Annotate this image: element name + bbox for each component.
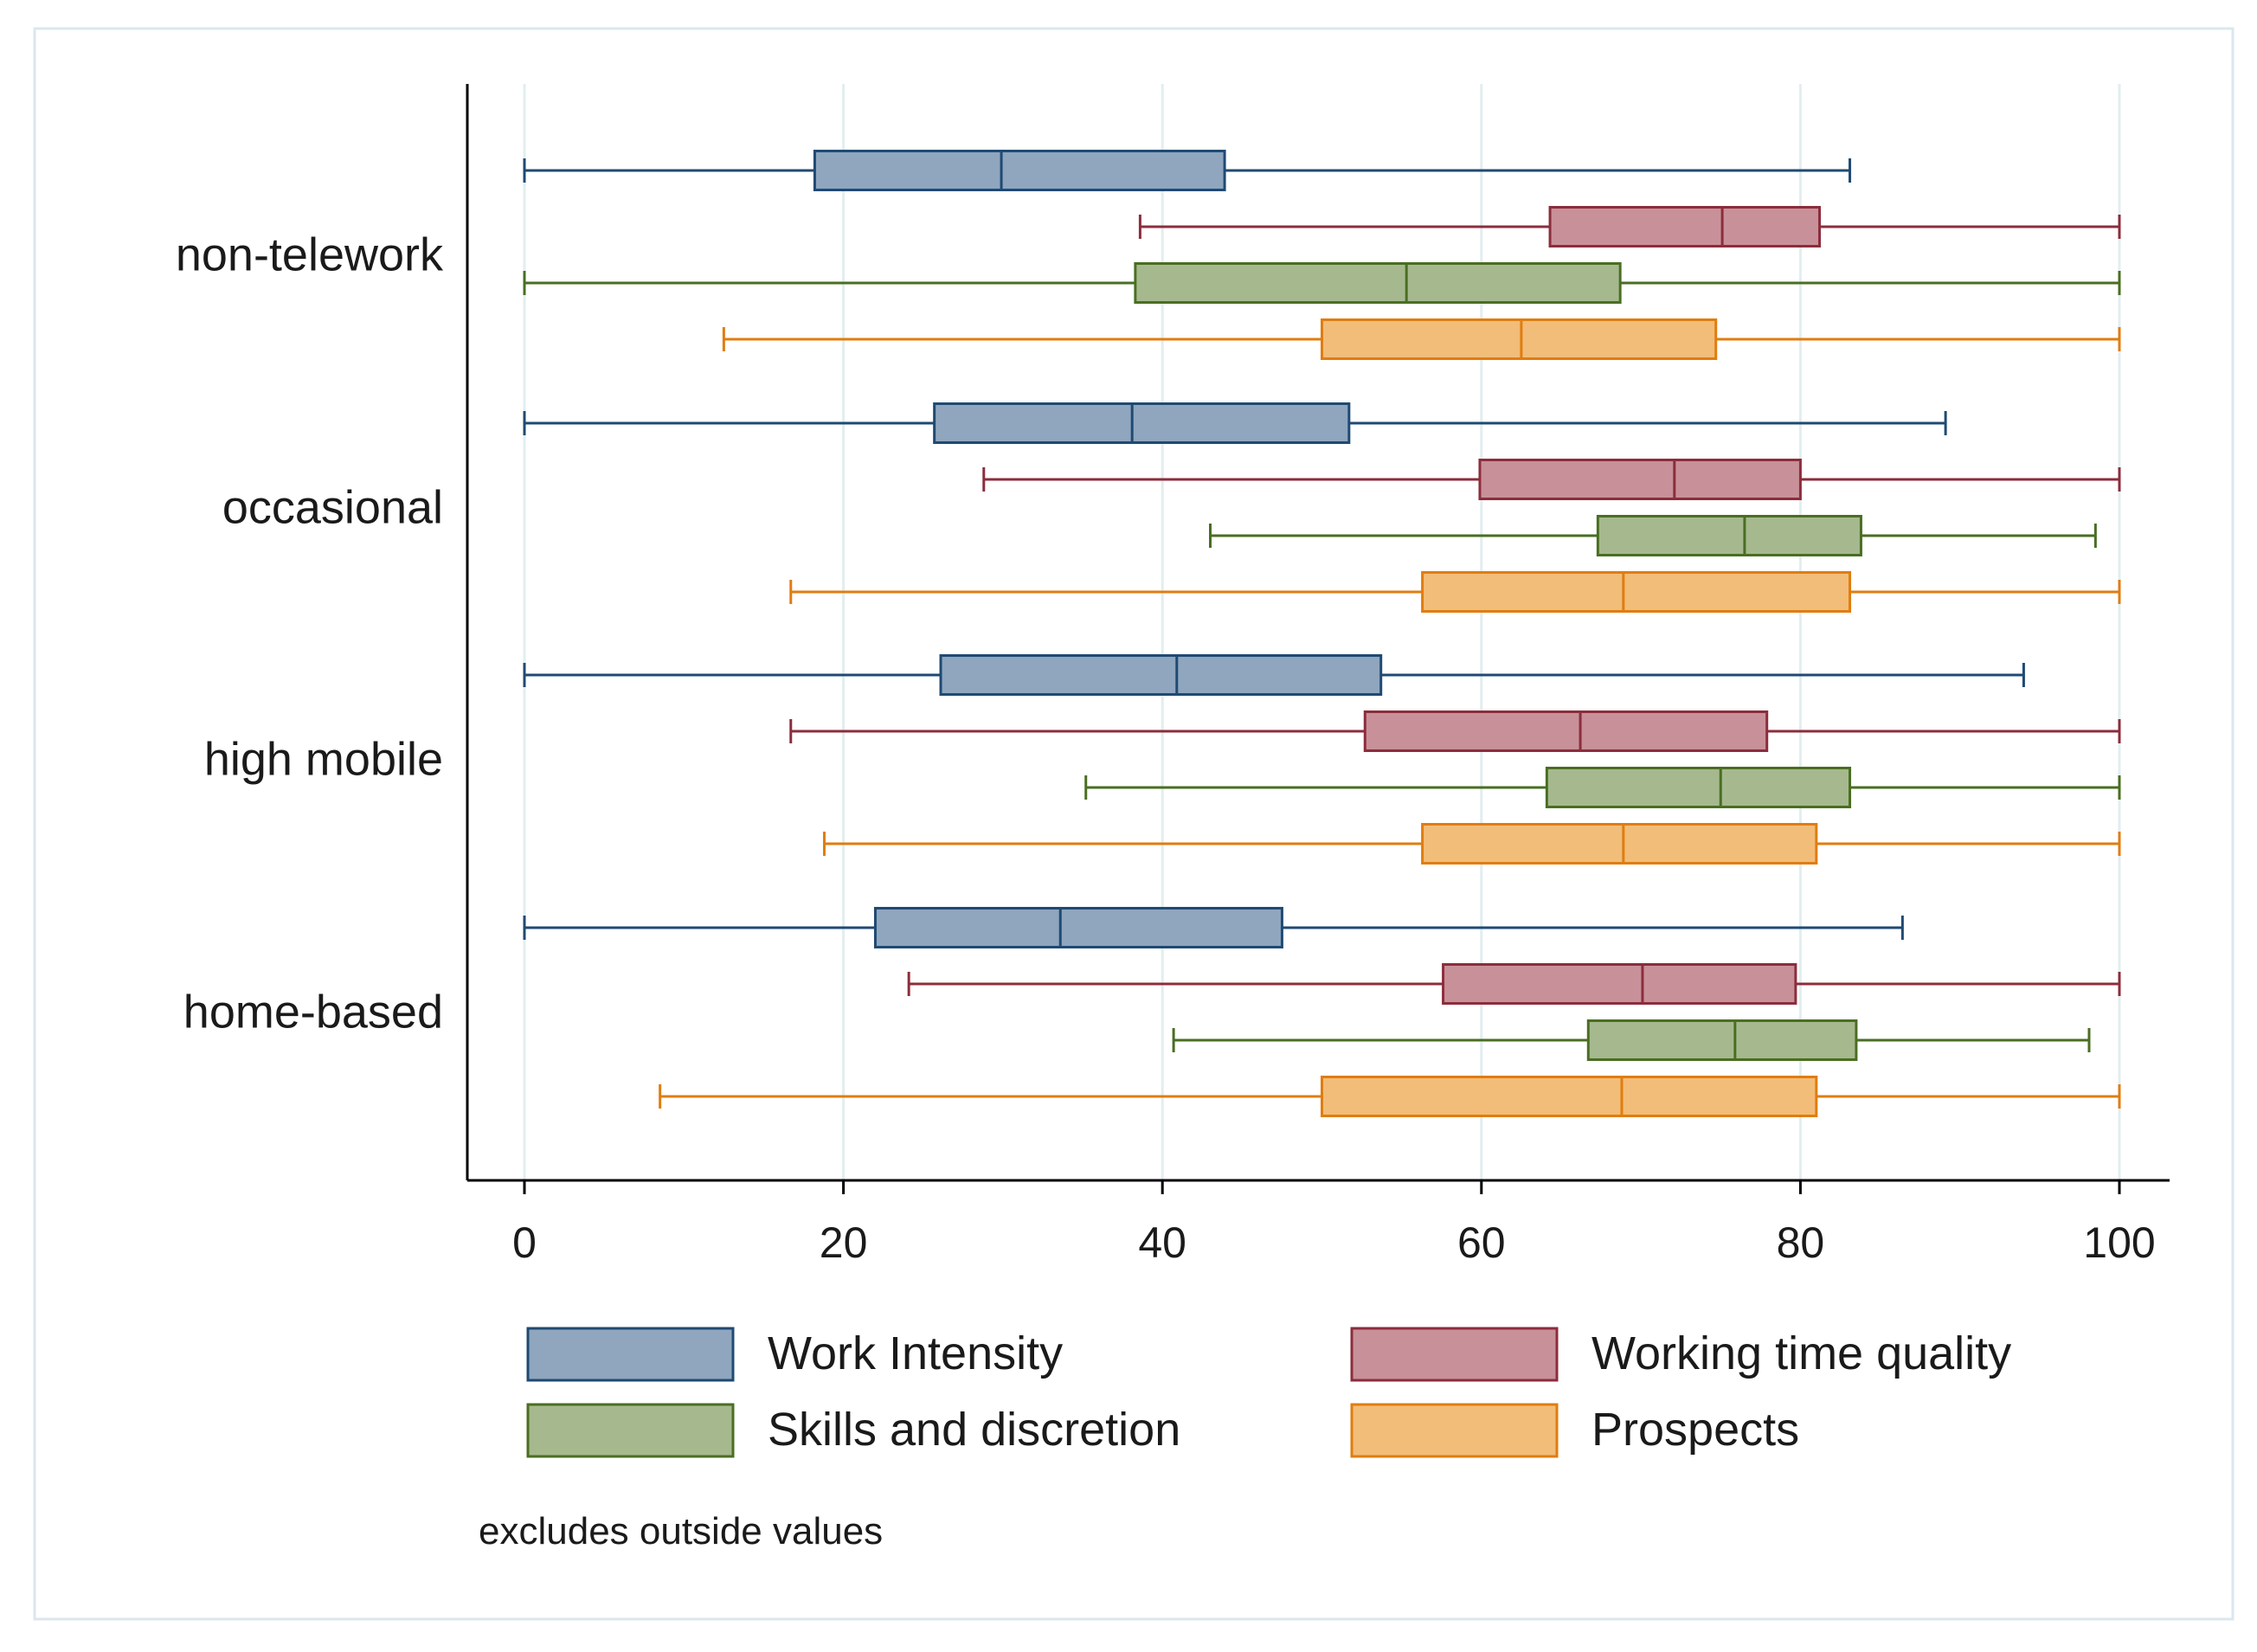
- box-occasional-prospects: [789, 571, 2121, 613]
- legend-swatch: [526, 1327, 735, 1382]
- box-iqr: [1363, 710, 1769, 752]
- box-non-telework-working-time-quality: [1138, 206, 2121, 247]
- box-iqr: [1478, 459, 1802, 500]
- box-occasional-skills-and-discretion: [1208, 515, 2097, 556]
- chart-note: excludes outside values: [479, 1510, 883, 1552]
- box-iqr: [1321, 318, 1718, 360]
- legend-label: Prospects: [1591, 1404, 1799, 1456]
- legend-label: Working time quality: [1591, 1327, 2011, 1379]
- box-home-based-prospects: [659, 1076, 2121, 1117]
- box-non-telework-prospects: [722, 318, 2121, 360]
- y-category-label: high mobile: [204, 734, 443, 786]
- y-category-label: home-based: [183, 987, 443, 1038]
- x-tick-label: 100: [2083, 1218, 2155, 1267]
- box-iqr: [1442, 963, 1797, 1005]
- box-iqr: [1548, 206, 1822, 247]
- box-high-mobile-work-intensity: [523, 654, 2025, 696]
- legend-label: Skills and discretion: [768, 1404, 1180, 1456]
- box-iqr: [933, 402, 1351, 444]
- x-tick-label: 0: [512, 1218, 537, 1267]
- box-iqr: [813, 150, 1226, 191]
- legend: Work Intensity Working time quality Skills…: [526, 1327, 2011, 1458]
- box-high-mobile-skills-and-discretion: [1084, 767, 2121, 808]
- outer-border: [33, 27, 2234, 1621]
- box-home-based-work-intensity: [523, 907, 1904, 948]
- legend-swatch: [1350, 1327, 1559, 1382]
- legend-item-skills-and-discretion: Skills and discretion: [526, 1403, 1180, 1458]
- box-home-based-skills-and-discretion: [1172, 1019, 2091, 1061]
- y-category-label: occasional: [222, 482, 443, 534]
- box-iqr: [1421, 823, 1818, 865]
- axes: 0 20 40 60 80 100 non-telework occasional high m…: [176, 84, 2170, 1267]
- box-iqr: [939, 654, 1383, 696]
- legend-label: Work Intensity: [768, 1327, 1063, 1379]
- legend-swatch: [526, 1403, 735, 1458]
- box-occasional-working-time-quality: [982, 459, 2121, 500]
- x-tick-label: 80: [1777, 1218, 1825, 1267]
- legend-item-prospects: Prospects: [1350, 1403, 1799, 1458]
- box-iqr: [1134, 262, 1622, 304]
- x-tick-label: 40: [1138, 1218, 1186, 1267]
- box-home-based-working-time-quality: [907, 963, 2121, 1005]
- legend-item-working-time-quality: Working time quality: [1350, 1327, 2011, 1382]
- box-occasional-work-intensity: [523, 402, 1947, 444]
- box-iqr: [1421, 571, 1852, 613]
- box-iqr: [1586, 1019, 1858, 1061]
- legend-swatch: [1350, 1403, 1559, 1458]
- box-non-telework-work-intensity: [523, 150, 1852, 191]
- boxes: [523, 150, 2121, 1117]
- box-high-mobile-prospects: [822, 823, 2121, 865]
- box-non-telework-skills-and-discretion: [523, 262, 2121, 304]
- x-tick-label: 20: [820, 1218, 868, 1267]
- box-high-mobile-working-time-quality: [789, 710, 2121, 752]
- legend-item-work-intensity: Work Intensity: [526, 1327, 1063, 1382]
- box-iqr: [1596, 515, 1862, 556]
- box-iqr: [873, 907, 1283, 948]
- y-category-label: non-telework: [176, 229, 444, 281]
- box-iqr: [1321, 1076, 1818, 1117]
- box-iqr: [1545, 767, 1852, 808]
- x-tick-label: 60: [1457, 1218, 1506, 1267]
